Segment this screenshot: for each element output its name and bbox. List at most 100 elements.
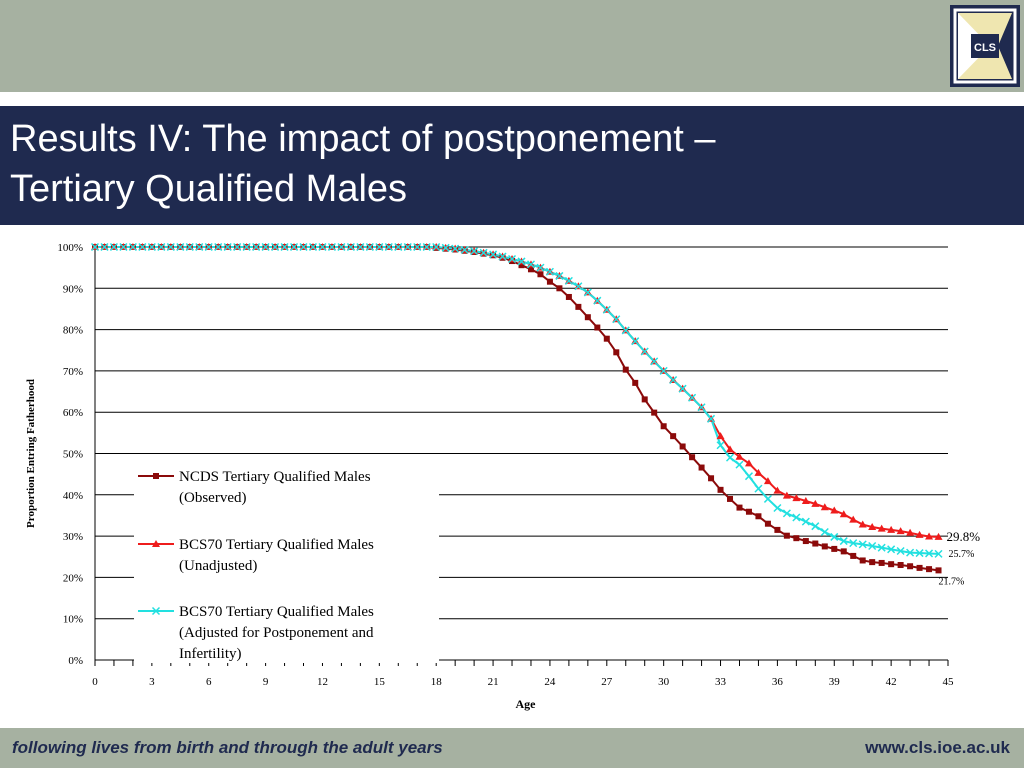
series-1-point: [820, 503, 829, 511]
y-tick-label: 0%: [68, 655, 83, 667]
series-2-point: [166, 242, 175, 252]
series-0-point: [850, 552, 857, 559]
legend-swatch-marker: [152, 540, 160, 547]
series-2-point: [100, 242, 109, 252]
series-2-point: [432, 242, 441, 252]
series-0-point: [556, 285, 563, 292]
series-2-point: [792, 513, 801, 522]
series-2-point: [233, 242, 242, 252]
series-2-point: [621, 326, 630, 335]
x-tick-label: 39: [829, 676, 841, 688]
series-2-point: [242, 242, 251, 252]
series-0-point: [745, 508, 752, 515]
series-0-point: [717, 486, 724, 493]
series-2-point: [394, 242, 403, 252]
series-2-point: [403, 242, 412, 252]
series-0-point: [755, 513, 762, 520]
series-2-point: [261, 242, 270, 252]
y-tick-label: 50%: [63, 449, 83, 461]
title-line-1: Results IV: The impact of postponement –: [10, 118, 716, 160]
series-2-point: [555, 271, 564, 280]
series-0-point: [575, 303, 582, 310]
series-2-point: [157, 242, 166, 252]
series-2-point: [906, 548, 915, 557]
y-tick-label: 60%: [63, 407, 83, 419]
series-1-point: [868, 523, 877, 531]
end-value-label: 29.8%: [947, 529, 981, 544]
series-2-point: [176, 242, 185, 252]
series-1-point: [801, 496, 810, 504]
y-tick-label: 70%: [63, 366, 83, 378]
series-1-point: [782, 491, 791, 499]
series-2-point: [195, 242, 204, 252]
series-0-point: [708, 475, 715, 482]
end-value-label: 25.7%: [949, 549, 975, 560]
series-2-point: [716, 441, 725, 450]
series-2-point: [887, 545, 896, 554]
series-0-point: [660, 423, 667, 430]
series-2-point: [858, 540, 867, 549]
series-0-point: [537, 271, 544, 278]
series-0-point: [878, 559, 885, 566]
title-line-2: Tertiary Qualified Males: [10, 168, 408, 210]
series-0-point: [632, 379, 639, 386]
series-0-point: [935, 567, 942, 574]
series-2-point: [204, 242, 213, 252]
series-0-point: [651, 409, 658, 416]
x-tick-label: 6: [206, 676, 212, 688]
series-2-point: [413, 242, 422, 252]
series-2-point: [460, 245, 469, 254]
series-0-point: [888, 561, 895, 568]
series-2-point: [925, 549, 934, 558]
footer-band: [0, 728, 1024, 768]
x-tick-label: 30: [658, 676, 670, 688]
series-1-point: [726, 445, 735, 453]
footer-website-link[interactable]: www.cls.ioe.ac.uk: [865, 738, 1010, 757]
series-0-point: [679, 443, 686, 450]
series-2-point: [650, 357, 659, 366]
series-0-point: [698, 464, 705, 471]
y-tick-label: 10%: [63, 614, 83, 626]
series-0-point: [812, 540, 819, 547]
legend-swatch-marker: [153, 473, 159, 479]
series-2-point: [147, 242, 156, 252]
series-2-point: [119, 242, 128, 252]
end-value-label: 21.7%: [939, 576, 965, 587]
series-2-point: [526, 260, 536, 269]
series-2-point: [470, 247, 479, 256]
series-0-point: [831, 545, 838, 552]
series-0-point: [670, 433, 677, 440]
series-1-point: [877, 524, 886, 532]
series-2-point: [365, 242, 374, 252]
series-2-point: [441, 243, 450, 252]
series-2-point: [849, 539, 858, 548]
series-0-point: [613, 349, 620, 356]
series-1-point: [858, 520, 867, 528]
x-axis-title: Age: [516, 697, 537, 711]
series-2-point: [318, 242, 327, 252]
series-2-point: [271, 242, 280, 252]
series-2-point: [507, 254, 517, 264]
series-2-point: [801, 517, 810, 526]
x-tick-label: 18: [431, 676, 443, 688]
series-0-point: [802, 538, 809, 545]
series-1-point: [887, 525, 896, 533]
series-2-point: [782, 509, 791, 518]
series-2-point: [744, 472, 753, 481]
series-2-point: [299, 242, 308, 252]
series-2-point: [763, 494, 772, 503]
footer-tagline: following lives from birth and through t…: [12, 738, 443, 757]
series-2-point: [735, 460, 744, 469]
series-2-point: [90, 242, 100, 252]
series-2-point: [754, 484, 763, 493]
series-2-point: [214, 242, 223, 252]
series-2-point: [659, 366, 668, 375]
series-2-point: [707, 414, 716, 423]
series-1-point: [934, 532, 943, 540]
series-2-point: [545, 267, 554, 276]
cls-logo[interactable]: CLS: [950, 5, 1020, 87]
series-1-point: [773, 486, 782, 494]
chart-area: 0% 10% 20% 30% 40% 50% 60% 70% 80% 90% 100% 0 3 6 9 12 1…: [0, 225, 1024, 728]
series-0-point: [774, 526, 781, 533]
series-2-point: [451, 244, 460, 253]
